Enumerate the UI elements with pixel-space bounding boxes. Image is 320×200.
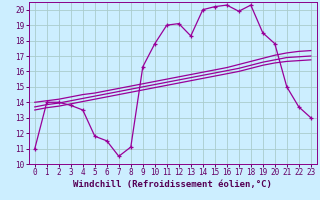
- X-axis label: Windchill (Refroidissement éolien,°C): Windchill (Refroidissement éolien,°C): [73, 180, 272, 189]
